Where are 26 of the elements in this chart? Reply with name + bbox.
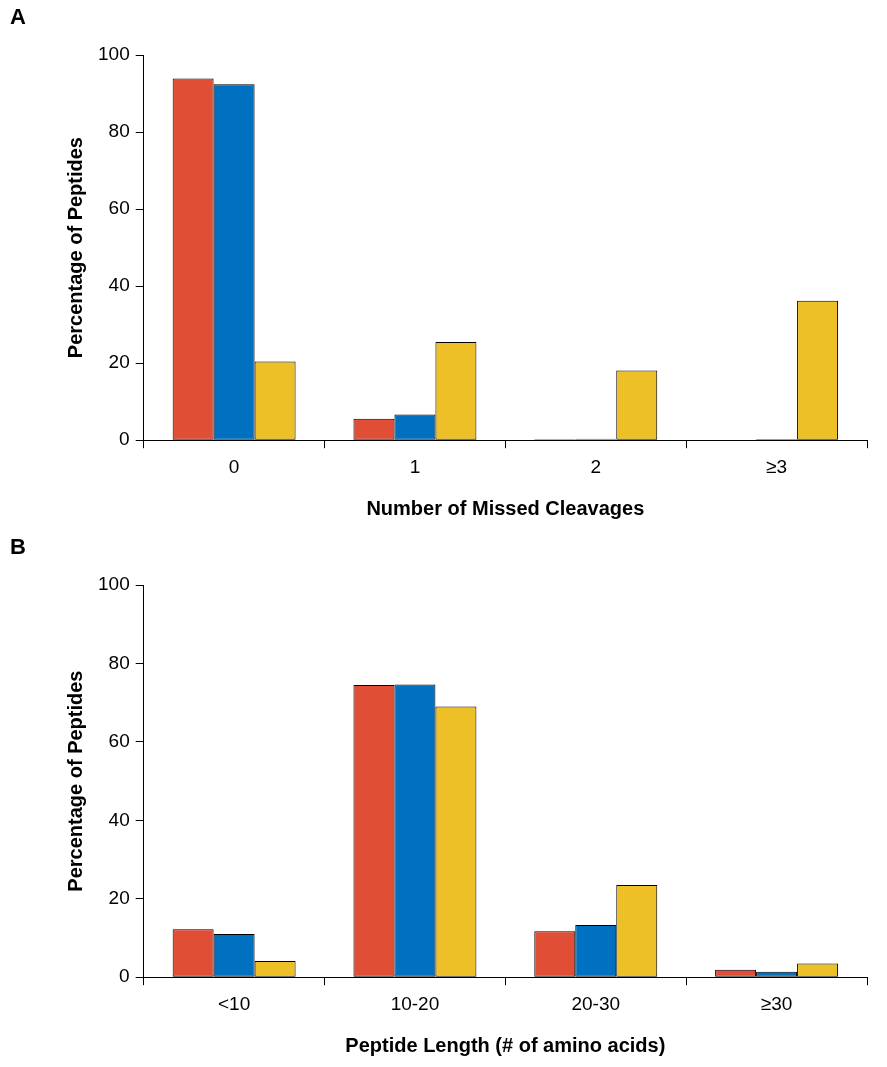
y-tick-label: 100 xyxy=(98,573,130,595)
x-tick-label: 10-20 xyxy=(390,992,440,1014)
y-tick-label: 80 xyxy=(108,651,130,673)
x-tick-label: 2 xyxy=(590,455,602,477)
y-tick-label: 60 xyxy=(108,197,130,219)
y-tick-label: 80 xyxy=(108,120,130,142)
y-tick-label: 0 xyxy=(119,428,130,450)
x-tick-label: ≥3 xyxy=(766,455,788,477)
text: A xyxy=(10,4,26,30)
y-tick-label: 20 xyxy=(108,351,130,373)
y-tick-label: 60 xyxy=(108,730,130,752)
x-axis-title: Peptide Length (# of amino acids) xyxy=(345,1033,666,1056)
x-tick-label: 0 xyxy=(228,455,240,477)
y-tick-label: 0 xyxy=(119,965,130,987)
y-tick-label: 40 xyxy=(108,274,130,296)
x-axis-title: Number of Missed Cleavages xyxy=(366,496,645,519)
y-axis-title: Percentage of Peptides xyxy=(63,670,86,892)
y-tick-label: 20 xyxy=(108,886,130,908)
x-tick-label: ≥30 xyxy=(760,992,793,1014)
x-tick-label: 1 xyxy=(409,455,421,477)
y-tick-label: 100 xyxy=(98,43,130,65)
text: B xyxy=(10,534,26,560)
y-tick-label: 40 xyxy=(108,808,130,830)
x-tick-label: 20-30 xyxy=(571,992,621,1014)
y-axis-title: Percentage of Peptides xyxy=(63,137,86,359)
x-tick-label: <10 xyxy=(218,992,251,1014)
